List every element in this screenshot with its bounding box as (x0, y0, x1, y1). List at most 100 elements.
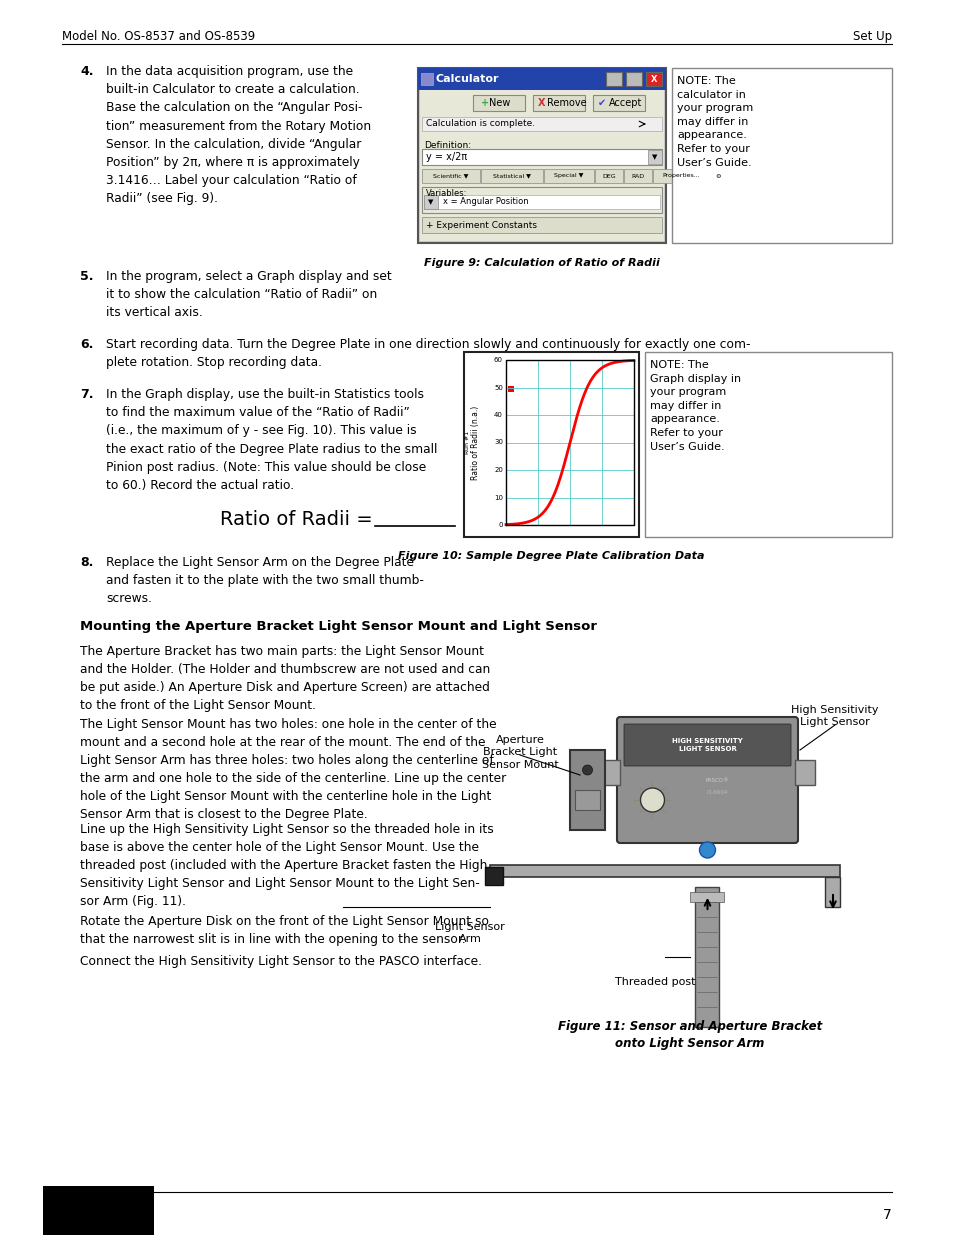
Text: Aperture
Bracket Light
Sensor Mount: Aperture Bracket Light Sensor Mount (481, 735, 558, 769)
Text: Run #1: Run #1 (465, 431, 470, 454)
Text: +: + (480, 98, 489, 107)
Text: NOTE: The
calculator in
your program
may differ in
appearance.
Refer to your
Use: NOTE: The calculator in your program may… (677, 77, 753, 168)
FancyBboxPatch shape (421, 117, 661, 131)
FancyBboxPatch shape (617, 718, 797, 844)
Text: Start recording data. Turn the Degree Plate in one direction slowly and continuo: Start recording data. Turn the Degree Pl… (106, 338, 750, 369)
Text: Scientific ▼: Scientific ▼ (433, 173, 468, 179)
Text: Line up the High Sensitivity Light Sensor so the threaded hole in its
base is ab: Line up the High Sensitivity Light Senso… (80, 823, 494, 908)
Circle shape (582, 800, 592, 810)
Text: 40: 40 (494, 412, 502, 417)
Text: The Light Sensor Mount has two holes: one hole in the center of the
mount and a : The Light Sensor Mount has two holes: on… (80, 718, 506, 821)
FancyBboxPatch shape (605, 72, 621, 86)
FancyBboxPatch shape (824, 877, 840, 906)
Text: New: New (489, 98, 510, 107)
Text: Properties...: Properties... (661, 173, 700, 179)
Text: 60: 60 (494, 357, 502, 363)
Text: X: X (537, 98, 545, 107)
Text: Replace the Light Sensor Arm on the Degree Plate
and fasten it to the plate with: Replace the Light Sensor Arm on the Degr… (106, 556, 423, 605)
FancyBboxPatch shape (423, 195, 659, 209)
FancyBboxPatch shape (419, 90, 663, 241)
FancyBboxPatch shape (644, 352, 891, 537)
Text: 5.: 5. (80, 270, 93, 283)
FancyBboxPatch shape (421, 169, 479, 183)
Text: Accept: Accept (608, 98, 641, 107)
FancyBboxPatch shape (480, 169, 542, 183)
FancyBboxPatch shape (645, 72, 661, 86)
Text: Rotate the Aperture Disk on the front of the Light Sensor Mount so
that the narr: Rotate the Aperture Disk on the front of… (80, 915, 489, 946)
FancyBboxPatch shape (507, 385, 514, 391)
Circle shape (699, 842, 715, 858)
FancyBboxPatch shape (623, 724, 790, 766)
Text: y = x/2π: y = x/2π (426, 152, 467, 162)
Text: 50: 50 (494, 384, 502, 390)
FancyBboxPatch shape (695, 887, 719, 1028)
FancyBboxPatch shape (593, 95, 644, 111)
Text: Ratio of Radii =: Ratio of Radii = (220, 510, 378, 529)
FancyBboxPatch shape (794, 760, 814, 785)
FancyBboxPatch shape (463, 352, 639, 537)
FancyBboxPatch shape (417, 68, 665, 243)
Text: Threaded post: Threaded post (615, 977, 695, 987)
Text: 8.: 8. (80, 556, 93, 569)
FancyBboxPatch shape (601, 760, 619, 785)
FancyBboxPatch shape (595, 169, 622, 183)
Text: Figure 10: Sample Degree Plate Calibration Data: Figure 10: Sample Degree Plate Calibrati… (397, 551, 704, 561)
Text: 30: 30 (494, 440, 502, 446)
Text: Ratio of Radii (n.a.): Ratio of Radii (n.a.) (471, 405, 480, 479)
Text: Mounting the Aperture Bracket Light Sensor Mount and Light Sensor: Mounting the Aperture Bracket Light Sens… (80, 620, 597, 634)
Text: 7.: 7. (80, 388, 93, 401)
Text: + Experiment Constants: + Experiment Constants (426, 221, 537, 230)
FancyBboxPatch shape (533, 95, 584, 111)
FancyBboxPatch shape (623, 169, 651, 183)
Circle shape (639, 788, 664, 811)
Text: ®: ® (135, 1204, 145, 1214)
Text: ✔: ✔ (598, 98, 605, 107)
Text: CI-6604: CI-6604 (706, 789, 727, 794)
Text: 0: 0 (498, 522, 502, 529)
FancyBboxPatch shape (421, 186, 661, 212)
Text: NOTE: The
Graph display in
your program
may differ in
appearance.
Refer to your
: NOTE: The Graph display in your program … (649, 359, 740, 452)
Text: In the program, select a Graph display and set
it to show the calculation “Ratio: In the program, select a Graph display a… (106, 270, 392, 320)
FancyBboxPatch shape (690, 892, 723, 902)
Text: X: X (650, 74, 657, 84)
Text: Connect the High Sensitivity Light Sensor to the PASCO interface.: Connect the High Sensitivity Light Senso… (80, 955, 481, 968)
Text: ▼: ▼ (428, 199, 434, 205)
FancyBboxPatch shape (575, 790, 599, 810)
FancyBboxPatch shape (569, 750, 604, 830)
Text: Light Sensor
Arm: Light Sensor Arm (435, 923, 504, 945)
FancyBboxPatch shape (652, 169, 708, 183)
Text: 20: 20 (494, 467, 502, 473)
FancyBboxPatch shape (484, 867, 502, 885)
FancyBboxPatch shape (709, 169, 725, 183)
FancyBboxPatch shape (417, 68, 665, 90)
FancyBboxPatch shape (647, 149, 661, 164)
Text: PASCO®: PASCO® (705, 778, 728, 783)
Text: High Sensitivity
Light Sensor: High Sensitivity Light Sensor (790, 705, 878, 727)
FancyBboxPatch shape (543, 169, 594, 183)
FancyBboxPatch shape (421, 217, 661, 233)
Text: ⚙: ⚙ (715, 173, 720, 179)
FancyBboxPatch shape (423, 195, 437, 209)
Text: ▼: ▼ (652, 154, 657, 161)
Text: PASCO: PASCO (62, 1205, 134, 1224)
Text: 6.: 6. (80, 338, 93, 351)
Text: Definition:: Definition: (423, 141, 471, 149)
Text: Figure 9: Calculation of Ratio of Radii: Figure 9: Calculation of Ratio of Radii (424, 258, 659, 268)
Text: x = Angular Position: x = Angular Position (442, 198, 528, 206)
FancyBboxPatch shape (625, 72, 641, 86)
Text: In the Graph display, use the built-in Statistics tools
to find the maximum valu: In the Graph display, use the built-in S… (106, 388, 436, 492)
Text: Model No. OS-8537 and OS-8539: Model No. OS-8537 and OS-8539 (62, 30, 255, 43)
Text: 4.: 4. (80, 65, 93, 78)
Text: Calculator: Calculator (436, 74, 499, 84)
Text: Calculation is complete.: Calculation is complete. (426, 120, 535, 128)
Text: In the data acquisition program, use the
built-in Calculator to create a calcula: In the data acquisition program, use the… (106, 65, 371, 205)
Circle shape (582, 764, 592, 776)
FancyBboxPatch shape (671, 68, 891, 243)
FancyBboxPatch shape (420, 73, 433, 85)
Text: Remove: Remove (546, 98, 586, 107)
Text: Figure 11: Sensor and Aperture Bracket
onto Light Sensor Arm: Figure 11: Sensor and Aperture Bracket o… (558, 1020, 821, 1050)
Text: The Aperture Bracket has two main parts: the Light Sensor Mount
and the Holder. : The Aperture Bracket has two main parts:… (80, 645, 490, 713)
Text: Variables:: Variables: (426, 189, 467, 198)
Text: 7: 7 (882, 1208, 891, 1221)
FancyBboxPatch shape (421, 149, 661, 165)
